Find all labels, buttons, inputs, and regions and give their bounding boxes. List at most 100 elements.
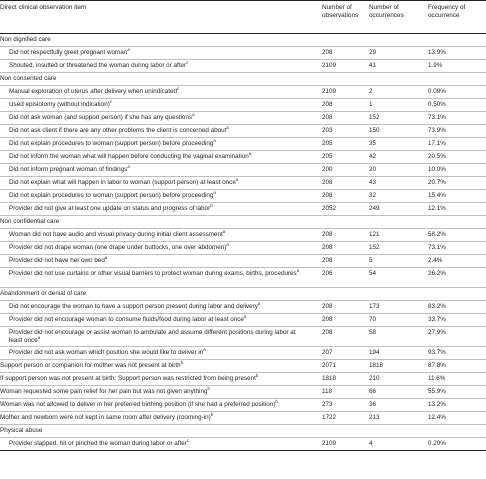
row-observations: 273 [322,401,333,408]
row-occurrences: 1 [369,101,373,108]
header-frequency-1: Frequency of [428,4,466,11]
row-observations: 208 [322,329,333,336]
row-frequency: 26.2% [428,270,446,277]
row-frequency: 87.8% [428,362,446,369]
table-row: Woman requested some pain relief for her… [0,386,486,399]
row-item: Did not inform the woman what will happe… [9,150,252,160]
row-observations: 200 [322,166,333,173]
row-occurrences: 32 [369,192,377,199]
row-item: Provider did not drape woman (one drape … [9,241,229,251]
row-item: Support person or companion for mother w… [0,359,183,369]
row-frequency: 10.0% [428,166,446,173]
row-item: Provider did not have her own beda [9,254,108,264]
row-observations: 2109 [322,440,337,447]
section-row: Physical abuse [0,425,486,438]
row-observations: 207 [322,349,333,356]
row-observations: 208 [322,257,333,264]
section-row: Abandonment or denial of care [0,288,486,301]
header-occurrences-1: Number of [369,4,399,11]
row-observations: 208 [322,101,333,108]
row-observations: 206 [322,270,333,277]
header-item: Direct clinical observation item [0,4,87,11]
row-frequency: 0.20% [428,440,446,447]
row-frequency: 13.2% [428,401,446,408]
row-observations: 203 [322,127,333,134]
header-observations-1: Number of [322,4,352,11]
table-row: Provider slapped, hit or pinched the wom… [0,438,486,451]
table-row: Did not explain procedures to woman (sup… [0,190,486,203]
table-row: Did not explain procedures to woman (sup… [0,138,486,151]
row-occurrences: 213 [369,414,380,421]
row-occurrences: 249 [369,205,380,212]
row-observations: 2109 [322,62,337,69]
row-observations: 205 [322,140,333,147]
row-occurrences: 1818 [369,362,384,369]
row-frequency: 12.1% [428,205,446,212]
row-frequency: 13.9% [428,49,446,56]
row-occurrences: 66 [369,388,377,395]
row-item: Shouted, insulted or threatened the woma… [9,59,189,69]
row-frequency: 20.5% [428,153,446,160]
table-row: Did not inform pregnant woman of finding… [0,164,486,177]
row-item: Provider did not encourage woman to cons… [9,313,247,323]
row-observations: 118 [322,388,333,395]
row-frequency: 12.4% [428,414,446,421]
header-occurrences-2: occurrences [369,12,404,19]
row-frequency: 15.4% [428,192,446,199]
row-item: Mother and newborn were not kept in same… [0,411,214,421]
row-observations: 208 [322,303,333,310]
row-observations: 1722 [322,414,337,421]
row-observations: 208 [322,49,333,56]
row-observations: 208 [322,316,333,323]
table-row: Did not explain what will happen in labo… [0,177,486,190]
row-occurrences: 41 [369,62,377,69]
section-label: Abandonment or denial of care [0,290,87,297]
row-occurrences: 5 [369,257,373,264]
row-occurrences: 152 [369,244,380,251]
table-row: If support person was not present at bir… [0,373,486,386]
row-occurrences: 70 [369,316,377,323]
row-occurrences: 58 [369,329,377,336]
table-row: Provider did not use curtains or other v… [0,268,486,288]
row-observations: 2109 [322,88,337,95]
row-occurrences: 194 [369,349,380,356]
row-item: Provider did not ask woman which positio… [9,346,206,356]
table-row: Shouted, insulted or threatened the woma… [0,60,486,73]
row-observations: 208 [322,192,333,199]
row-observations: 208 [322,244,333,251]
table-row: Mother and newborn were not kept in same… [0,412,486,425]
row-frequency: 73.1% [428,244,446,251]
row-item: Did not inform pregnant woman of finding… [9,163,130,173]
row-occurrences: 29 [369,49,377,56]
table-row: Provider did not encourage or assist wom… [0,327,486,347]
row-item: Woman did not have audio and visual priv… [9,228,226,238]
row-frequency: 0.50% [428,101,446,108]
row-item: If support person was not present at bir… [0,372,259,382]
row-occurrences: 2 [369,88,373,95]
header-observations-2: observations [322,12,359,19]
table-row: Support person or companion for mother w… [0,360,486,373]
row-item: Provider slapped, hit or pinched the wom… [9,437,189,447]
table-row: Provider did not have her own beda 208 5… [0,255,486,268]
table-header: Direct clinical observation item Number … [0,0,486,34]
row-occurrences: 20 [369,166,377,173]
row-frequency: 20.7% [428,179,446,186]
row-observations: 208 [322,114,333,121]
row-frequency: 0.09% [428,88,446,95]
row-frequency: 33.7% [428,316,446,323]
section-label: Non confidential care [0,218,60,225]
row-observations: 1818 [322,375,337,382]
row-observations: 205 [322,153,333,160]
row-frequency: 73.9% [428,127,446,134]
table-row: Did not ask woman (and support person) i… [0,112,486,125]
row-occurrences: 173 [369,303,380,310]
table-row: Provider did not give at least one updat… [0,203,486,216]
table-row: Woman was not allowed to deliver in her … [0,399,486,412]
row-item: Provider did not use curtains or other v… [9,267,300,277]
row-item: Did not explain procedures to woman (sup… [9,137,216,147]
table-row: Provider did not encourage woman to cons… [0,314,486,327]
row-frequency: 93.7% [428,349,446,356]
row-occurrences: 54 [369,270,377,277]
row-frequency: 2.4% [428,257,443,264]
